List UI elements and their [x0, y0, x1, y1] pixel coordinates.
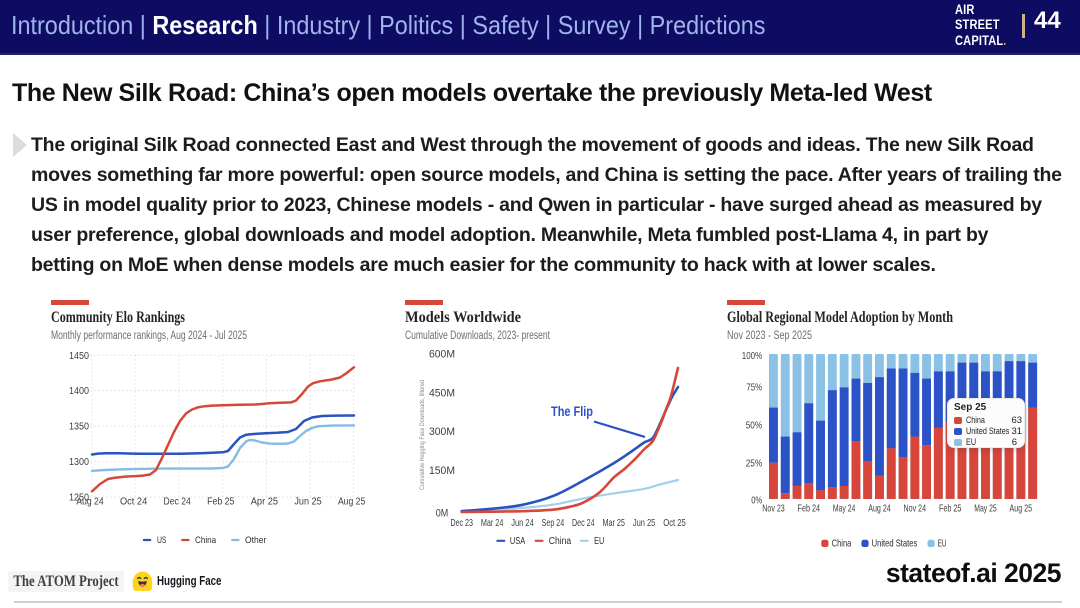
svg-text:EU: EU [938, 538, 947, 550]
svg-text:Dec 24: Dec 24 [164, 497, 192, 508]
svg-text:Jun 24: Jun 24 [511, 517, 534, 529]
svg-text:75%: 75% [746, 382, 762, 394]
svg-text:Aug 25: Aug 25 [1010, 503, 1033, 515]
svg-text:150M: 150M [429, 465, 455, 477]
svg-text:Oct 24: Oct 24 [120, 497, 148, 508]
svg-text:The Flip: The Flip [551, 404, 593, 419]
svg-text:Oct 25: Oct 25 [663, 517, 686, 529]
svg-text:Dec 23: Dec 23 [450, 517, 473, 529]
svg-text:450M: 450M [429, 387, 455, 399]
svg-text:Cumulative Downloads, 2023- pr: Cumulative Downloads, 2023- present [405, 330, 551, 342]
svg-text:1300: 1300 [69, 457, 89, 468]
svg-text:Apr 25: Apr 25 [251, 497, 279, 508]
svg-text:Nov 23: Nov 23 [762, 503, 785, 515]
svg-text:EU: EU [594, 536, 604, 547]
svg-text:Nov 2023 - Sep 2025: Nov 2023 - Sep 2025 [727, 330, 812, 342]
svg-text:0M: 0M [436, 508, 449, 520]
svg-text:China: China [195, 535, 217, 546]
svg-text:May 24: May 24 [833, 503, 856, 515]
svg-text:25%: 25% [746, 457, 763, 469]
svg-text:100%: 100% [742, 350, 762, 362]
svg-text:Jun 25: Jun 25 [294, 497, 322, 508]
svg-text:Global Regional Model Adoption: Global Regional Model Adoption by Month [727, 309, 953, 326]
svg-text:United States: United States [872, 538, 918, 550]
svg-text:Monthly performance rankings,: Monthly performance rankings, Aug 2024 -… [51, 330, 247, 342]
svg-text:Jun 25: Jun 25 [633, 517, 656, 529]
svg-text:US: US [157, 535, 166, 546]
svg-text:Sep 24: Sep 24 [542, 517, 565, 529]
svg-text:Feb 25: Feb 25 [939, 503, 962, 515]
svg-text:Aug 24: Aug 24 [76, 497, 104, 508]
svg-text:1350: 1350 [69, 422, 89, 433]
svg-text:Aug 24: Aug 24 [868, 503, 891, 515]
svg-text:600M: 600M [429, 349, 455, 361]
svg-text:50%: 50% [746, 420, 763, 432]
svg-text:Feb 24: Feb 24 [798, 503, 821, 515]
svg-text:Nov 24: Nov 24 [904, 503, 927, 515]
svg-text:USA: USA [510, 536, 526, 547]
svg-text:Cumulative Hugging Face Downlo: Cumulative Hugging Face Downloads, filte… [419, 380, 426, 490]
svg-text:0%: 0% [751, 494, 762, 506]
svg-text:1450: 1450 [69, 351, 89, 362]
svg-text:May 25: May 25 [974, 503, 997, 515]
svg-text:Mar 24: Mar 24 [481, 517, 504, 529]
svg-text:Dec 24: Dec 24 [572, 517, 595, 529]
svg-text:300M: 300M [429, 426, 455, 438]
svg-text:China: China [549, 536, 572, 547]
svg-text:Feb 25: Feb 25 [207, 497, 235, 508]
svg-text:1250: 1250 [69, 493, 89, 504]
svg-text:Mar 25: Mar 25 [602, 517, 625, 529]
svg-text:Models Worldwide: Models Worldwide [405, 309, 521, 326]
svg-text:Community Elo Rankings: Community Elo Rankings [51, 309, 185, 326]
svg-text:Aug 25: Aug 25 [338, 497, 366, 508]
svg-text:Other: Other [245, 535, 266, 546]
svg-text:China: China [832, 538, 852, 550]
svg-text:1400: 1400 [69, 386, 89, 397]
